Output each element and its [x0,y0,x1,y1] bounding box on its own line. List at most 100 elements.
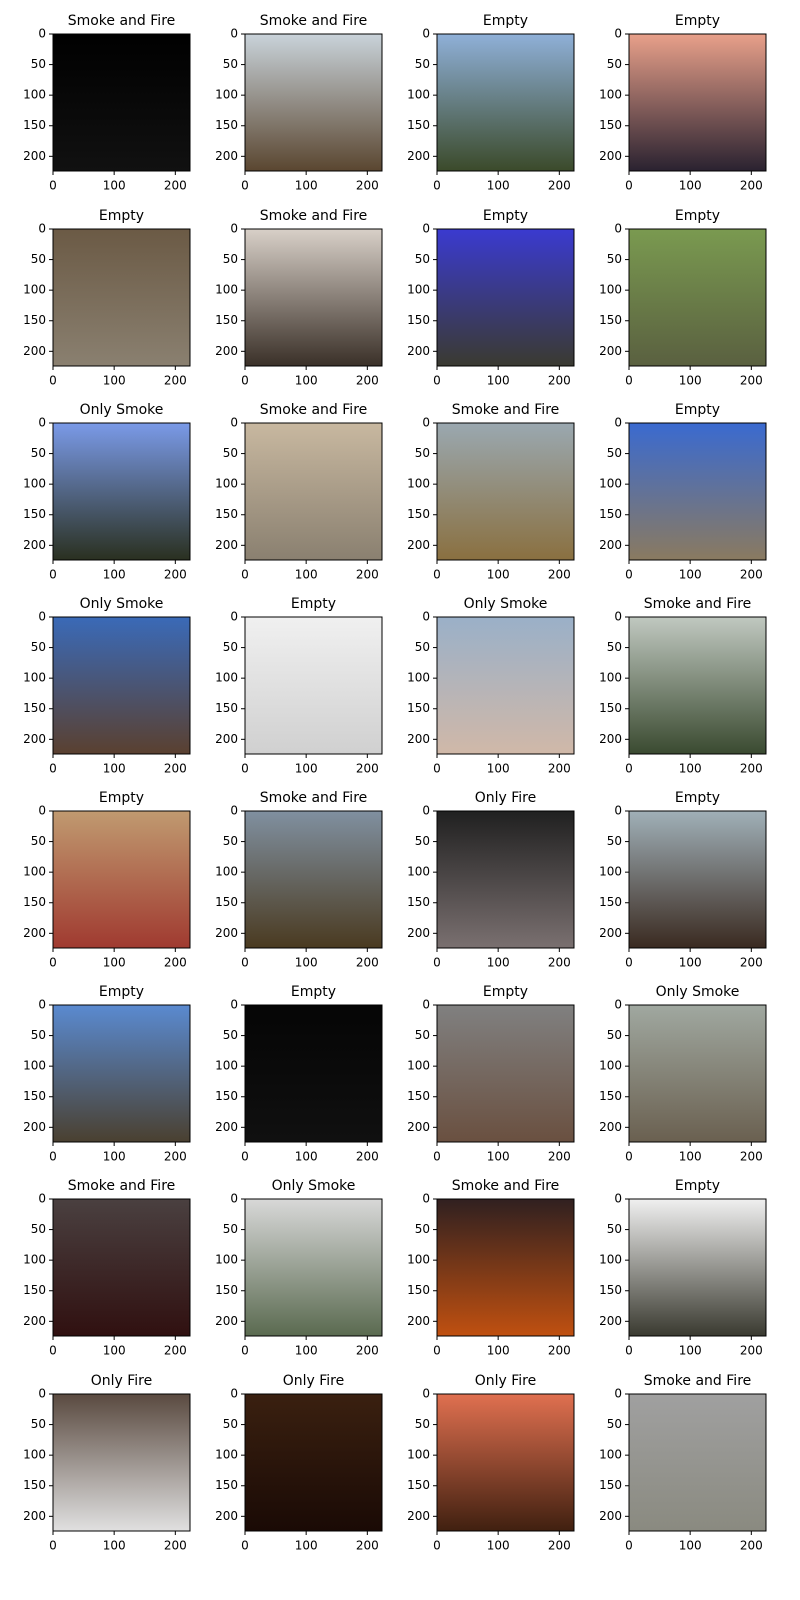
y-tick-label: 0 [422,416,430,430]
subplot: Empty 0 100 200 0 50 100 150 200 [599,13,767,193]
y-tick-label: 0 [38,1387,46,1401]
x-tick-label: 200 [164,568,187,582]
y-tick-label: 50 [31,1222,46,1236]
y-tick-label: 200 [215,1509,238,1523]
axes-frame [436,1004,575,1143]
y-tick-label: 0 [38,222,46,236]
y-tick-label: 200 [407,1120,430,1134]
y-tick-label: 50 [415,57,430,71]
x-tick-label: 100 [295,956,318,970]
x-tick-label: 100 [103,1539,126,1553]
x-tick-label: 200 [356,1344,379,1358]
axes-frame [628,228,767,367]
y-tick-label: 100 [23,283,46,297]
y-tick-label: 200 [23,149,46,163]
x-tick-label: 100 [295,568,318,582]
y-tick-label: 50 [607,1417,622,1431]
subplot: Only Smoke 0 100 200 0 50 100 150 200 [215,1178,383,1358]
y-tick-label: 100 [599,865,622,879]
y-tick-label: 150 [599,118,622,132]
x-tick-label: 100 [295,762,318,776]
image [629,1199,766,1336]
y-tick-label: 150 [23,1089,46,1103]
subplot: Empty 0 100 200 0 50 100 150 200 [407,984,575,1164]
subplot: Empty 0 100 200 0 50 100 150 200 [23,790,191,970]
subplot: Only Fire 0 100 200 0 50 100 150 200 [407,1373,575,1553]
subplot: Smoke and Fire 0 100 200 0 50 100 150 200 [599,596,767,776]
axes-frame [52,810,191,949]
x-tick-label: 200 [164,1539,187,1553]
y-tick-label: 50 [415,640,430,654]
x-tick-label: 100 [679,762,702,776]
x-tick-label: 100 [679,568,702,582]
image [53,1199,190,1336]
y-tick-label: 100 [407,283,430,297]
x-tick-label: 100 [487,1150,510,1164]
y-tick-label: 100 [23,865,46,879]
x-tick-label: 100 [295,1150,318,1164]
subplot-title: Empty [483,13,528,29]
x-tick-label: 0 [433,568,441,582]
axes-frame [52,228,191,367]
y-tick-label: 200 [407,1509,430,1523]
y-tick-label: 200 [407,344,430,358]
y-tick-label: 100 [215,1253,238,1267]
y-tick-label: 100 [599,88,622,102]
y-tick-label: 150 [407,1089,430,1103]
subplot-title: Empty [675,208,720,224]
y-tick-label: 200 [599,1509,622,1523]
y-tick-label: 150 [23,1283,46,1297]
subplot-title: Only Fire [91,1373,153,1389]
axes-frame [244,616,383,755]
x-tick-label: 100 [103,762,126,776]
x-tick-label: 0 [49,374,57,388]
y-tick-label: 50 [31,57,46,71]
y-tick-label: 50 [31,834,46,848]
axes-frame [628,1393,767,1532]
image [629,1394,766,1531]
x-tick-label: 0 [49,1539,57,1553]
x-tick-label: 100 [103,568,126,582]
image [437,1394,574,1531]
y-tick-label: 100 [215,477,238,491]
x-tick-label: 200 [356,179,379,193]
y-tick-label: 200 [23,1120,46,1134]
y-tick-label: 50 [415,1028,430,1042]
y-tick-label: 50 [31,640,46,654]
y-tick-label: 100 [23,88,46,102]
subplot-title: Empty [99,790,144,806]
subplot: Only Smoke 0 100 200 0 50 100 150 200 [599,984,767,1164]
y-tick-label: 50 [607,252,622,266]
y-tick-label: 150 [407,1478,430,1492]
x-tick-label: 200 [740,762,763,776]
subplot: Smoke and Fire 0 100 200 0 50 100 150 200 [407,1178,575,1358]
y-tick-label: 150 [23,507,46,521]
y-tick-label: 150 [23,895,46,909]
y-tick-label: 50 [607,446,622,460]
axes-frame [628,1004,767,1143]
y-tick-label: 0 [230,27,238,41]
y-tick-label: 200 [215,149,238,163]
axes-frame [244,1198,383,1337]
y-tick-label: 0 [422,1387,430,1401]
y-tick-label: 150 [599,507,622,521]
y-tick-label: 200 [407,538,430,552]
x-tick-label: 0 [241,956,249,970]
subplot-title: Only Fire [475,1373,537,1389]
y-tick-label: 100 [407,1253,430,1267]
image [437,617,574,754]
y-tick-label: 200 [599,1120,622,1134]
subplot-title: Smoke and Fire [644,1373,752,1389]
y-tick-label: 0 [422,1192,430,1206]
y-tick-label: 150 [407,1283,430,1297]
y-tick-label: 200 [23,1509,46,1523]
x-tick-label: 100 [295,179,318,193]
y-tick-label: 0 [230,1192,238,1206]
image [245,811,382,948]
subplot-title: Only Fire [475,790,537,806]
y-tick-label: 50 [223,1417,238,1431]
y-tick-label: 100 [23,1253,46,1267]
x-tick-label: 100 [103,179,126,193]
y-tick-label: 0 [422,804,430,818]
y-tick-label: 0 [422,998,430,1012]
